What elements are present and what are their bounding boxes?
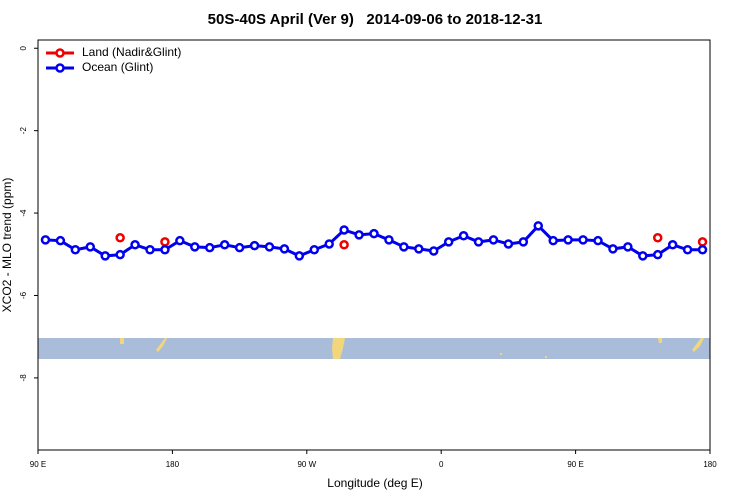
data-point	[414, 244, 424, 254]
data-point	[578, 235, 588, 245]
x-tick-label: 0	[439, 460, 444, 469]
legend-label: Ocean (Glint)	[82, 60, 153, 74]
x-tick-label: 180	[166, 460, 180, 469]
x-tick-label: 90 E	[567, 460, 583, 469]
data-point	[473, 237, 484, 247]
data-point	[130, 240, 140, 250]
data-point	[652, 233, 663, 243]
y-tick-label: 0	[19, 45, 28, 50]
data-point	[160, 237, 170, 247]
data-point	[145, 244, 155, 255]
data-point	[219, 240, 230, 250]
data-point	[55, 235, 66, 246]
legend-marker	[55, 63, 65, 73]
data-point	[279, 244, 290, 254]
data-point	[608, 244, 618, 254]
y-tick-label: -6	[19, 291, 28, 299]
data-point	[399, 242, 409, 252]
data-point	[294, 251, 305, 261]
data-point	[249, 240, 260, 251]
data-point	[697, 237, 708, 247]
data-point	[309, 244, 320, 255]
y-axis-label: XCO2 - MLO trend (ppm)	[0, 178, 14, 313]
data-point	[682, 244, 693, 255]
data-point	[488, 235, 499, 245]
data-point	[652, 249, 663, 260]
data-point	[503, 239, 514, 249]
data-point	[697, 244, 708, 255]
data-point	[175, 235, 185, 246]
plot-frame	[37, 39, 711, 451]
data-point	[40, 235, 51, 245]
data-point	[160, 244, 170, 255]
data-point	[190, 242, 200, 252]
data-point	[339, 240, 349, 250]
data-point	[443, 237, 454, 247]
data-point	[458, 230, 469, 241]
data-point	[548, 235, 558, 246]
y-tick-label: -2	[19, 127, 28, 135]
legend-marker	[55, 48, 65, 58]
data-point	[234, 242, 245, 253]
data-point	[204, 242, 215, 253]
y-tick-label: -4	[19, 209, 28, 217]
data-point	[115, 233, 125, 243]
legend-label: Land (Nadir&Glint)	[82, 45, 181, 59]
x-tick-label: 90 W	[297, 460, 316, 469]
data-point	[354, 230, 364, 240]
data-point	[533, 221, 544, 231]
data-point	[264, 242, 275, 252]
data-point	[428, 246, 439, 256]
data-point	[667, 240, 678, 250]
data-point	[339, 225, 349, 235]
data-point	[369, 228, 379, 239]
data-point	[593, 235, 603, 246]
map-strip	[38, 338, 710, 359]
ocean-band	[38, 338, 710, 359]
data-point	[100, 251, 110, 261]
data-point	[324, 239, 334, 249]
data-point	[85, 242, 96, 252]
x-tick-label: 90 E	[30, 460, 46, 469]
x-tick-label: 180	[703, 460, 717, 469]
x-axis-label: Longitude (deg E)	[327, 476, 422, 490]
y-tick-label: -8	[19, 374, 28, 382]
data-point	[70, 244, 81, 255]
data-point	[623, 242, 633, 252]
data-point	[384, 235, 394, 245]
data-point	[518, 237, 529, 247]
data-point	[638, 251, 648, 261]
data-point	[115, 249, 125, 260]
chart-title: 50S-40S April (Ver 9) 2014-09-06 to 2018…	[208, 11, 543, 28]
data-point	[563, 235, 573, 245]
